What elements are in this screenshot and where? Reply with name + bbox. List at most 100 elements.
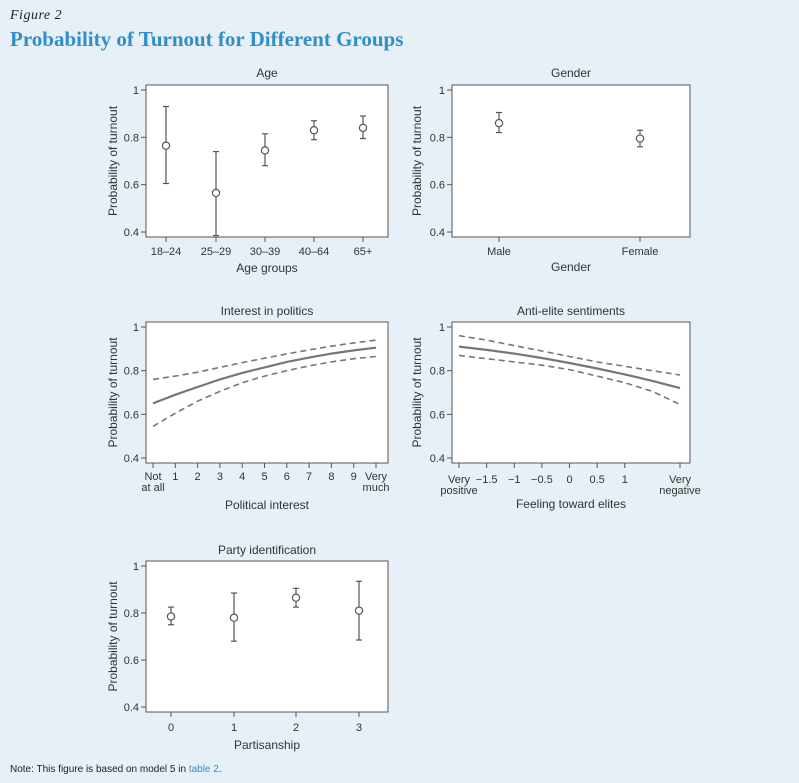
x-tick-label: 8 <box>328 471 334 483</box>
x-tick-label: 1 <box>172 471 178 483</box>
y-tick-label: 1 <box>133 85 139 97</box>
x-tick-label: positive <box>440 485 477 497</box>
y-axis-label: Probability of turnout <box>106 105 120 216</box>
series-upper_ci <box>152 339 377 381</box>
x-tick-label: 1 <box>622 474 628 486</box>
x-tick-label: 0 <box>566 474 572 486</box>
x-tick-label: 5 <box>261 471 267 483</box>
y-tick-label: 0.4 <box>124 702 139 714</box>
x-tick-label: Very <box>365 471 388 483</box>
chart-panel-gender: Gender 0.4 0.6 0.8 1 Probability of turnout Ge… <box>410 66 691 274</box>
y-axis-label: Probability of turnout <box>410 337 424 448</box>
y-tick-label: 0.4 <box>124 227 139 239</box>
point-estimate <box>635 134 645 143</box>
x-axis-label: Gender <box>551 260 591 274</box>
panel-title: Anti-elite sentiments <box>517 304 625 318</box>
x-tick-label: 0.5 <box>589 474 604 486</box>
x-tick-label: 18–24 <box>151 246 182 258</box>
panel-title: Interest in politics <box>221 304 314 318</box>
chart-panel-interest: Interest in politics 0.4 0.6 0.8 1 Probabilit… <box>106 304 389 512</box>
x-tick-label: −1.5 <box>476 474 498 486</box>
x-tick-label: −0.5 <box>531 474 553 486</box>
x-tick-label: 7 <box>306 471 312 483</box>
x-tick-label: 1 <box>231 722 237 734</box>
x-tick-label: −1 <box>508 474 521 486</box>
figure-charts: Age 0.4 0.6 0.8 1 Probability of turnout Age g… <box>106 66 701 752</box>
y-tick-label: 0.6 <box>124 409 139 421</box>
x-tick-label: 0 <box>168 722 174 734</box>
plot-area <box>145 560 389 713</box>
plot-area <box>145 84 389 238</box>
point-estimate <box>166 612 176 621</box>
x-tick-label: at all <box>141 482 164 494</box>
plot-area <box>145 321 389 464</box>
panel-title: Age <box>256 66 278 80</box>
panel-title: Gender <box>551 66 591 80</box>
y-tick-label: 0.8 <box>124 608 139 620</box>
y-axis-label: Probability of turnout <box>410 105 424 216</box>
y-tick-label: 0.6 <box>430 409 445 421</box>
series-estimate <box>458 345 681 390</box>
y-tick-label: 0.4 <box>124 453 139 465</box>
point-estimate <box>358 123 368 133</box>
x-tick-label: 3 <box>356 722 362 734</box>
y-axis-label: Probability of turnout <box>106 337 120 448</box>
table-link[interactable]: table 2 <box>188 764 219 775</box>
figure-title: Probability of Turnout for Different Gro… <box>10 27 404 51</box>
note-suffix: . <box>218 764 222 775</box>
x-tick-label: 65+ <box>354 246 373 258</box>
x-tick-label: 25–29 <box>201 246 232 258</box>
x-tick-label: 3 <box>217 471 223 483</box>
x-tick-label: 9 <box>351 471 357 483</box>
x-tick-label: Not <box>144 471 161 483</box>
x-axis-label: Feeling toward elites <box>516 497 626 511</box>
point-estimate <box>161 141 171 150</box>
figure-note: Note: This figure is based on model 5 in… <box>10 764 222 775</box>
x-tick-label: 30–39 <box>250 246 281 258</box>
note-text: Note: This figure is based on model 5 in <box>10 764 189 775</box>
series-estimate <box>152 346 377 405</box>
figure-label: Figure 2 <box>10 8 63 23</box>
y-tick-label: 0.8 <box>124 366 139 378</box>
panel-title: Party identification <box>218 543 316 557</box>
y-tick-label: 0.6 <box>124 655 139 667</box>
x-tick-label: 4 <box>239 471 245 483</box>
series-upper_ci <box>458 334 681 376</box>
chart-panel-party: Party identification 0.4 0.6 0.8 1 Probabilit… <box>106 543 389 752</box>
point-estimate <box>291 593 301 602</box>
y-tick-label: 1 <box>133 561 139 573</box>
y-tick-label: 1 <box>439 85 445 97</box>
y-tick-label: 1 <box>133 322 139 334</box>
chart-panel-antielite: Anti-elite sentiments 0.4 0.6 0.8 1 Probabili… <box>410 304 701 511</box>
x-tick-label: Very <box>448 474 471 486</box>
x-axis-label: Age groups <box>236 261 297 275</box>
point-estimate <box>211 188 221 198</box>
x-tick-label: 6 <box>284 471 290 483</box>
x-tick-label: Female <box>622 246 659 258</box>
x-axis-label: Partisanship <box>234 738 300 752</box>
y-tick-label: 0.8 <box>430 366 445 378</box>
x-tick-label: negative <box>659 485 701 497</box>
x-tick-label: 2 <box>195 471 201 483</box>
y-tick-label: 1 <box>439 322 445 334</box>
chart-panel-age: Age 0.4 0.6 0.8 1 Probability of turnout Age g… <box>106 66 389 275</box>
point-estimate <box>354 606 364 615</box>
series-lower_ci <box>458 354 681 406</box>
y-tick-label: 0.6 <box>124 180 139 192</box>
x-tick-label: 2 <box>293 722 299 734</box>
x-tick-label: much <box>363 482 390 494</box>
y-tick-label: 0.8 <box>124 132 139 144</box>
x-axis-label: Political interest <box>225 498 310 512</box>
series-lower_ci <box>152 355 377 427</box>
y-tick-label: 0.4 <box>430 227 445 239</box>
y-tick-label: 0.4 <box>430 453 445 465</box>
plot-area <box>451 321 691 464</box>
y-axis-label: Probability of turnout <box>106 581 120 692</box>
x-tick-label: Male <box>487 246 511 258</box>
point-estimate <box>260 146 270 155</box>
point-estimate <box>229 613 239 622</box>
point-estimate <box>309 126 319 135</box>
plot-area <box>451 84 691 238</box>
y-tick-label: 0.6 <box>430 180 445 192</box>
x-tick-label: Very <box>669 474 692 486</box>
